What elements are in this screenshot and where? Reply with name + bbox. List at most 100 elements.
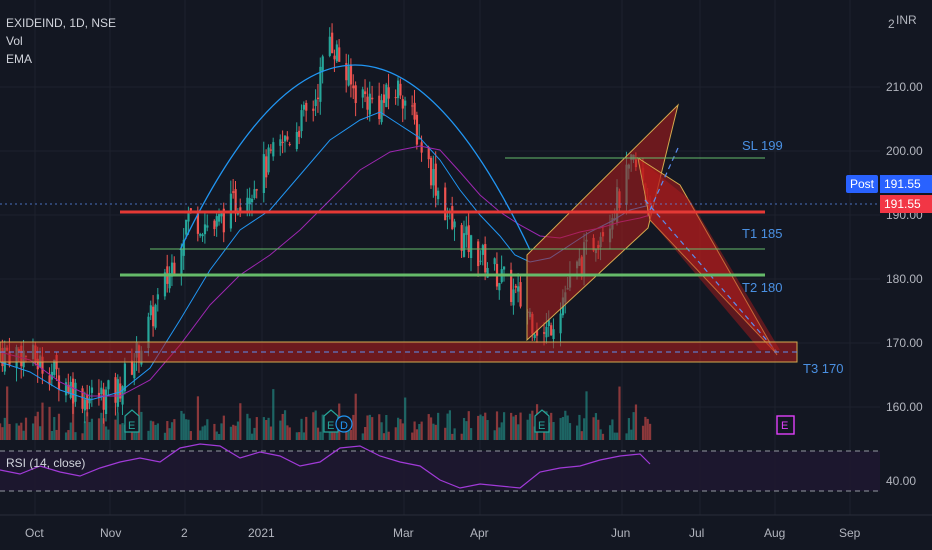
candle-body — [467, 225, 470, 253]
candle-body — [239, 207, 242, 214]
candle-body — [206, 225, 209, 228]
volume-bar — [279, 420, 282, 440]
volume-bar — [74, 432, 77, 440]
volume-indicator-label[interactable]: Vol — [6, 34, 23, 48]
earnings-marker-1[interactable]: E — [124, 409, 140, 433]
volume-bar — [366, 415, 369, 440]
volume-bar — [8, 423, 11, 440]
volume-bar — [415, 429, 419, 440]
candle-body — [173, 262, 176, 274]
volume-bar — [114, 419, 117, 440]
candle-body — [314, 99, 317, 107]
candle-body — [394, 97, 397, 99]
volume-bar — [616, 432, 619, 440]
candle-body — [462, 233, 466, 257]
volume-bar — [382, 433, 386, 440]
volume-bar — [286, 425, 289, 440]
volume-bar — [31, 423, 35, 440]
volume-bar — [575, 425, 579, 440]
volume-bar — [462, 417, 466, 440]
volume-bar — [580, 431, 583, 440]
volume-bar — [531, 410, 534, 440]
volume-bar — [354, 393, 357, 440]
candles — [0, 23, 652, 424]
candle-body — [107, 380, 110, 390]
volume-bar — [484, 412, 487, 440]
candle-body — [361, 89, 364, 98]
volume-bar — [394, 427, 397, 440]
x-tick: Nov — [100, 526, 121, 540]
candle-body — [486, 267, 489, 278]
volume-bar — [206, 419, 209, 440]
volume-bar — [213, 423, 216, 440]
volume-bar — [411, 432, 414, 440]
rsi-line — [0, 443, 651, 489]
candle-body — [67, 384, 70, 393]
candle-body — [199, 233, 202, 236]
candle-body — [295, 131, 298, 150]
volume-bar — [20, 422, 23, 440]
volume-bar — [147, 430, 150, 440]
volume-bar — [24, 417, 28, 440]
volume-bar — [349, 429, 353, 440]
volume-bar — [448, 410, 452, 440]
time-axis[interactable]: Oct Nov 2 2021 Mar Apr Jun Jul Aug Sep — [0, 514, 932, 540]
candle-body — [368, 93, 371, 115]
volume-bar — [568, 423, 572, 440]
svg-text:E: E — [538, 420, 545, 432]
x-tick: Aug — [764, 526, 785, 540]
candle-body — [465, 226, 468, 235]
candle-body — [460, 225, 463, 251]
volume-bar — [3, 417, 6, 440]
volume-bar — [526, 419, 529, 440]
volume-bar — [434, 424, 437, 440]
candle-body — [352, 85, 355, 89]
candle-body — [100, 387, 103, 395]
candle-body — [316, 97, 320, 100]
volume-bar — [498, 427, 501, 440]
last-price-badge[interactable]: 191.55 — [880, 195, 932, 213]
volume-bar — [55, 429, 58, 440]
volume-bar — [592, 417, 595, 440]
earnings-marker-3[interactable]: E — [534, 409, 550, 433]
volume-bar — [446, 413, 449, 440]
volume-bar — [364, 426, 367, 440]
dividend-marker[interactable]: D — [335, 415, 353, 433]
volume-bar — [300, 418, 303, 440]
x-tick: Apr — [470, 526, 489, 540]
ema-indicator-label[interactable]: EMA — [6, 52, 33, 66]
candle-body — [152, 306, 155, 327]
x-tick: Jun — [611, 526, 630, 540]
volume-bar — [519, 412, 522, 440]
volume-bar — [625, 433, 628, 440]
earnings-marker-2[interactable]: E — [323, 409, 339, 433]
symbol-label[interactable]: EXIDEIND, 1D, NSE — [6, 16, 117, 30]
price-scale[interactable]: 2 INR 210.00 200.00 190.00 180.00 170.00… — [886, 13, 923, 414]
candle-body — [170, 262, 174, 277]
candle-body — [345, 63, 348, 81]
post-price-badge[interactable]: Post 191.55 — [846, 175, 932, 193]
candle-body — [102, 389, 105, 410]
candle-body — [335, 44, 338, 62]
candle-body — [552, 329, 555, 339]
candle-body — [382, 94, 386, 103]
volume-bar — [53, 417, 56, 440]
candle-body — [83, 399, 86, 411]
rsi-indicator-label[interactable]: RSI (14, close) — [6, 456, 86, 470]
candle-body — [451, 206, 454, 230]
volume-bar — [585, 391, 588, 440]
volume-bar — [1, 427, 4, 440]
volume-bar — [250, 433, 254, 440]
candle-body — [90, 387, 94, 393]
t2-annotation: T2 180 — [742, 280, 782, 295]
candle-body — [86, 394, 89, 410]
volume-bar — [427, 414, 430, 440]
future-earnings-marker[interactable]: E — [776, 415, 795, 435]
volume-bar — [649, 423, 652, 440]
volume-bar — [550, 412, 553, 440]
volume-bar — [86, 412, 89, 440]
volume-bar — [220, 423, 223, 440]
candle-body — [154, 304, 157, 328]
candle-body — [88, 398, 91, 404]
